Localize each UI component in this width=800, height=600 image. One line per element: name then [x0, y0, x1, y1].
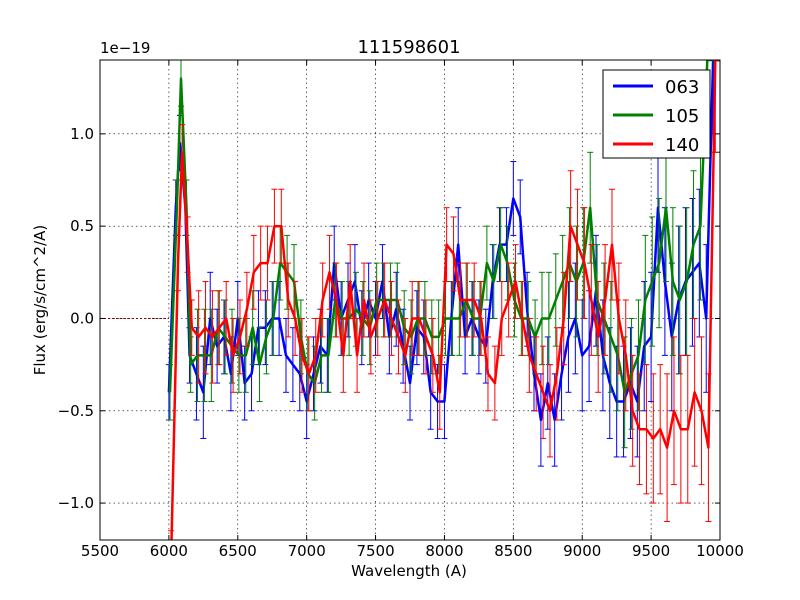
series-line-063: [167, 60, 720, 422]
x-tick-label: 5500: [81, 542, 119, 560]
y-tick-label: 0.5: [70, 217, 94, 235]
series-line-140: [170, 60, 720, 540]
x-tick-label: 6000: [150, 542, 188, 560]
x-tick-label: 6500: [219, 542, 257, 560]
series-140: [168, 60, 720, 540]
legend-label-140: 140: [665, 135, 699, 156]
chart-title: 111598601: [357, 37, 460, 58]
x-tick-label: 8000: [425, 542, 463, 560]
y-tick-label: 0.0: [70, 309, 94, 327]
x-tick-label: 10000: [696, 542, 744, 560]
x-axis-label: Wavelength (A): [351, 562, 467, 580]
x-tick-label: 9000: [563, 542, 601, 560]
legend: 063 105 140: [602, 69, 711, 159]
y-tick-label: −0.5: [58, 402, 94, 420]
x-tick-label: 7000: [288, 542, 326, 560]
plot-frame: [99, 59, 721, 541]
y-offset-text: 1e−19: [100, 39, 150, 57]
y-axis-label: Flux (erg/s/cm^2/A): [31, 225, 49, 376]
legend-label-105: 105: [665, 106, 699, 127]
x-tick-label: 9500: [632, 542, 670, 560]
x-tick-label: 7500: [356, 542, 394, 560]
series-group: [165, 60, 720, 540]
y-tick-label: 1.0: [70, 125, 94, 143]
x-tick-label: 8500: [494, 542, 532, 560]
legend-label-063: 063: [665, 77, 699, 98]
y-tick-label: −1.0: [58, 494, 94, 512]
axis-ticks: 5500 6000 6500 7000 7500 8000 8500 9000 9500 1000…: [58, 60, 744, 560]
